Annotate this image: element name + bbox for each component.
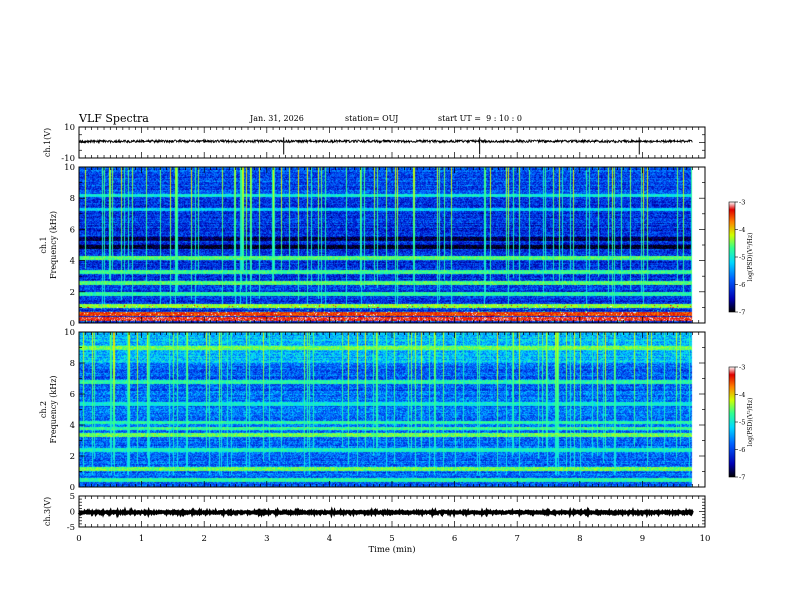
xtick-label: 9 (640, 534, 645, 544)
ch3-waveform-line (77, 506, 694, 519)
colorbar-1 (728, 201, 736, 313)
xtick-label: 7 (514, 534, 519, 544)
ch1-spectrogram-ytick-label: 10 (64, 163, 75, 173)
colorbar-1-label: log(PSD)(V²/Hz) (747, 233, 754, 282)
x-axis-label: Time (min) (368, 544, 415, 555)
chart-title: VLF Spectra (79, 112, 149, 125)
ch3-waveform-ytick-label: 0 (70, 508, 75, 518)
ch2-spectrogram-ylabel-line1: ch.2 (39, 401, 48, 418)
ch2-spectrogram-ytick-label: 0 (70, 483, 75, 493)
colorbar-tick-label: -4 (739, 391, 745, 399)
ch1-waveform-ytick-label: -10 (61, 154, 75, 164)
ch2-spectrogram-ytick-label: 10 (64, 328, 75, 338)
ch3-waveform-ylabel: ch.3(V) (43, 497, 52, 526)
start-ut-label: start UT = 9 : 10 : 0 (438, 114, 523, 123)
xtick-label: 10 (700, 534, 711, 544)
ch2-spectrogram-ytick-label: 8 (70, 359, 75, 369)
ch1-spectrogram-ylabel-line1: ch.1 (39, 236, 48, 253)
colorbar-tick-label: -5 (739, 254, 745, 262)
axes-layer (78, 126, 738, 528)
station-label: station= OUJ (345, 114, 399, 123)
ch2-spectrogram-image (79, 332, 705, 487)
ch1-spectrogram-ytick-label: 6 (70, 225, 75, 235)
colorbar-tick-label: -5 (739, 419, 745, 427)
ch1-spectrogram-ytick-label: 4 (70, 257, 75, 267)
colorbar-tick-label: -3 (739, 364, 745, 372)
xtick-label: 2 (201, 534, 206, 544)
colorbar-tick-label: -6 (739, 446, 745, 454)
date-label: Jan. 31, 2026 (250, 114, 304, 123)
xtick-label: 4 (327, 534, 332, 544)
xtick-label: 3 (264, 534, 269, 544)
ch1-spectrogram-image (79, 167, 705, 323)
ch1-spectrogram-ytick-label: 2 (70, 288, 75, 298)
ch3-waveform-ytick-label: -5 (67, 523, 75, 533)
colorbar-tick-label: -7 (739, 309, 745, 317)
xtick-label: 5 (389, 534, 394, 544)
colorbar-2 (728, 366, 736, 478)
ch1-waveform-ytick-label: 10 (64, 123, 75, 133)
ch2-spectrogram-ytick-label: 4 (70, 421, 75, 431)
waveform-lines (77, 137, 694, 519)
xtick-label: 1 (139, 534, 144, 544)
ch1-waveform-ylabel: ch.1(V) (43, 128, 52, 157)
ch1-spectrogram-ylabel-line2: Frequency (kHz) (49, 211, 58, 279)
colorbar-tick-label: -4 (739, 226, 745, 234)
ch2-spectrogram-ytick-label: 2 (70, 452, 75, 462)
ch3-waveform-ytick-label: 5 (70, 492, 75, 502)
colorbar-tick-label: -3 (739, 199, 745, 207)
colorbar-tick-label: -7 (739, 474, 745, 482)
xtick-label: 0 (76, 534, 81, 544)
colorbar-2-label: log(PSD)(V²/Hz) (747, 398, 754, 447)
ch1-spectrogram-ytick-label: 0 (70, 319, 75, 329)
ch1-waveform-line (78, 138, 693, 145)
ch2-spectrogram-ytick-label: 6 (70, 390, 75, 400)
ch1-spectrogram-ytick-label: 8 (70, 194, 75, 204)
xtick-label: 8 (577, 534, 582, 544)
ch2-spectrogram-ylabel-line2: Frequency (kHz) (49, 375, 58, 443)
xtick-label: 6 (452, 534, 457, 544)
colorbar-tick-label: -6 (739, 281, 745, 289)
spectrogram-images (79, 167, 705, 487)
